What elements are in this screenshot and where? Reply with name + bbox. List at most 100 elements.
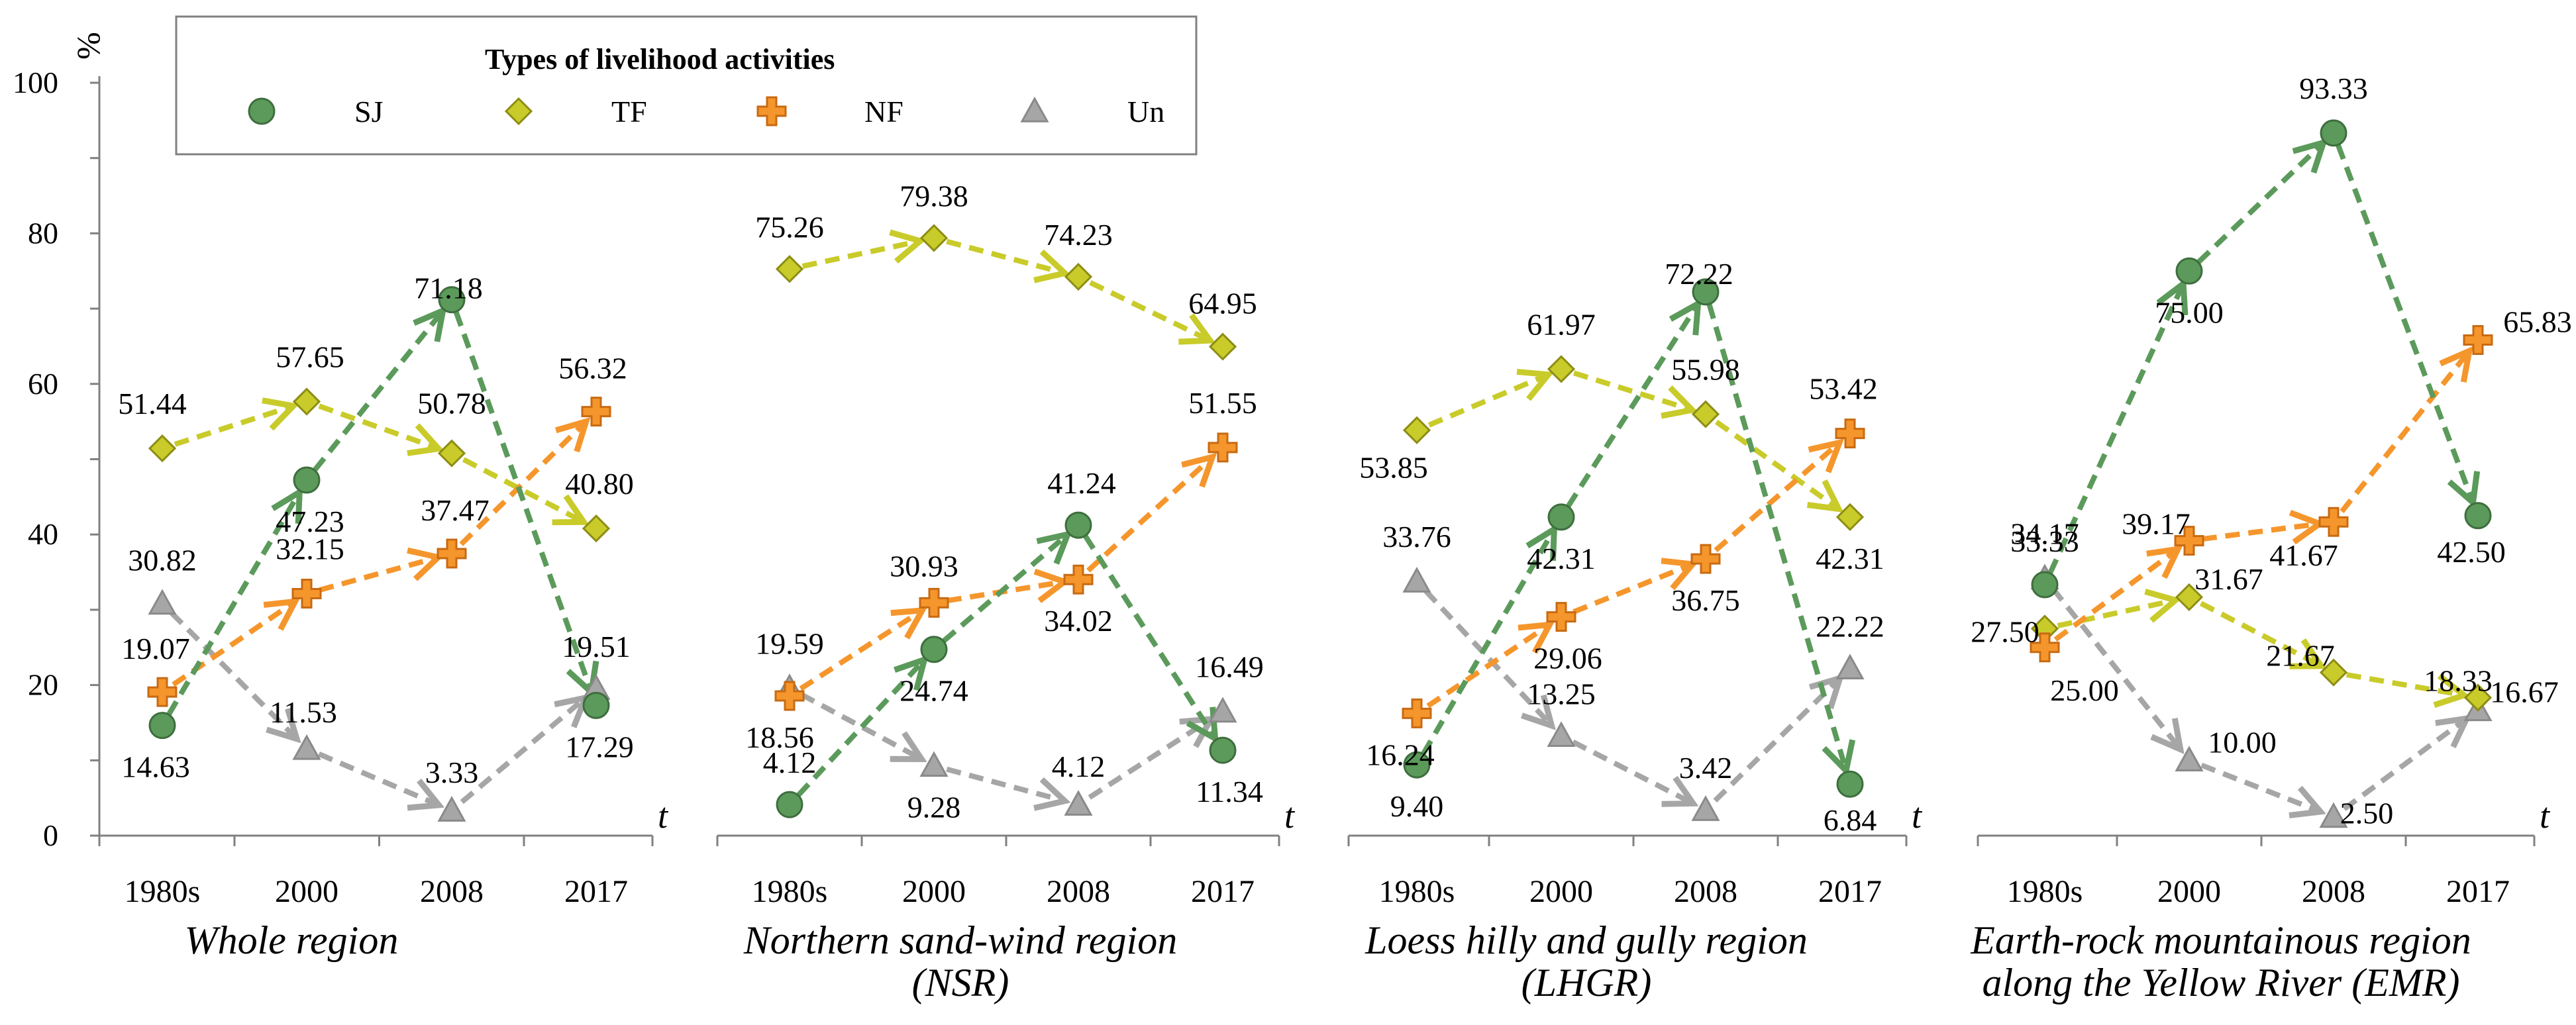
un-value-label: 11.53 xyxy=(270,695,337,729)
un-value-label: 22.22 xyxy=(1816,609,1884,643)
sj-point xyxy=(1836,770,1864,798)
un-value-label: 30.82 xyxy=(128,544,197,577)
nf-value-label: 19.07 xyxy=(121,632,190,665)
x-tick-label: 1980s xyxy=(752,874,828,909)
x-tick-label: 2017 xyxy=(1818,874,1882,909)
un-point xyxy=(2319,802,2348,828)
tf-value-label: 18.33 xyxy=(2424,664,2493,698)
panel-3-axes: 1980s 2000 2008 2017 t Loess hilly and gully … xyxy=(1347,796,1923,1004)
sj-segment xyxy=(796,661,923,797)
sj-value-label: 47.23 xyxy=(276,505,344,538)
sj-value-label: 93.33 xyxy=(2299,72,2368,105)
panel-title: (LHGR) xyxy=(1521,961,1652,1004)
sj-point xyxy=(920,636,948,663)
sj-segment xyxy=(2196,144,2322,264)
nf-value-label: 36.75 xyxy=(1671,583,1740,617)
panel-title: Northern sand-wind region xyxy=(743,918,1177,962)
nf-segment xyxy=(1086,458,1211,573)
sj-value-label: 72.22 xyxy=(1665,257,1733,291)
x-tick-label: 2000 xyxy=(2157,874,2221,909)
tf-value-label: 64.95 xyxy=(1188,287,1257,320)
sj-point xyxy=(1692,278,1720,306)
nf-value-label: 41.67 xyxy=(2269,538,2338,572)
sj-value-label: 4.12 xyxy=(763,746,817,779)
un-segment xyxy=(1713,679,1839,803)
nf-value-label: 37.47 xyxy=(421,493,489,527)
sj-value-label: 14.63 xyxy=(121,750,190,784)
nf-segment xyxy=(799,611,921,691)
tf-value-label: 27.50 xyxy=(1971,614,2039,648)
sj-value-label: 24.74 xyxy=(900,674,968,708)
un-value-label: 10.00 xyxy=(2208,725,2277,759)
sj-value-label: 17.29 xyxy=(565,730,634,763)
un-value-label: 13.25 xyxy=(1527,677,1596,710)
un-point xyxy=(1547,721,1576,748)
x-tick-label: 2008 xyxy=(2302,874,2365,909)
nf-point xyxy=(919,587,949,618)
nf-point xyxy=(1835,418,1865,449)
un-point xyxy=(148,589,177,615)
sj-point xyxy=(2320,119,2347,147)
legend-tf-label: TF xyxy=(611,95,647,128)
panel-title: Loess hilly and gully region xyxy=(1365,918,1808,962)
nf-value-label: 34.02 xyxy=(1044,604,1113,638)
y-tick-label: 20 xyxy=(28,668,58,702)
nf-segment xyxy=(2202,524,2318,539)
x-tick-label: 2000 xyxy=(902,874,966,909)
sj-value-label: 71.18 xyxy=(414,271,483,305)
legend-sj-label: SJ xyxy=(354,95,383,128)
sj-point xyxy=(2175,257,2203,285)
legend-tf-marker xyxy=(504,97,533,126)
tf-value-label: 57.65 xyxy=(276,340,344,374)
tf-value-label: 74.23 xyxy=(1044,218,1113,252)
x-tick-label: 1980s xyxy=(125,874,201,909)
tf-point xyxy=(1691,400,1720,428)
sj-point xyxy=(776,791,803,818)
tf-point xyxy=(1835,503,1865,532)
tf-value-label: 31.67 xyxy=(2194,562,2263,596)
x-tick-label: 2000 xyxy=(275,874,338,909)
un-point xyxy=(292,734,321,760)
un-value-label: 16.49 xyxy=(1195,650,1264,684)
un-segment xyxy=(1423,589,1551,724)
x-tick-label: 2008 xyxy=(1674,874,1737,909)
un-point xyxy=(1835,654,1865,680)
nf-point xyxy=(291,578,322,609)
nf-value-label: 18.56 xyxy=(745,720,814,754)
nf-point xyxy=(1690,544,1721,574)
nf-point xyxy=(1063,564,1094,595)
nf-point xyxy=(774,681,805,711)
sj-value-label: 9.40 xyxy=(1390,789,1444,823)
x-tick-label: 2017 xyxy=(2446,874,2510,909)
nf-point xyxy=(2318,507,2349,537)
axes-layer: 0 20 40 60 80 100% 1980s 2000 2008 2017 t Whole reg… xyxy=(13,32,2551,1004)
tf-point xyxy=(1208,332,1237,361)
legend-un-marker xyxy=(1020,96,1049,122)
sj-value-label: 33.33 xyxy=(2010,524,2079,558)
series-markers-layer xyxy=(147,119,2493,828)
nf-value-label: 16.24 xyxy=(1366,738,1435,771)
tf-value-label: 40.80 xyxy=(565,467,634,501)
tf-point xyxy=(1547,355,1576,383)
tf-segment xyxy=(1572,370,1690,409)
nf-value-label: 65.83 xyxy=(2503,305,2572,339)
sj-point xyxy=(148,712,176,740)
un-segment xyxy=(1571,739,1692,803)
sj-point xyxy=(582,691,610,719)
nf-point xyxy=(1546,602,1576,632)
un-value-label: 19.51 xyxy=(562,630,631,663)
nf-value-label: 32.15 xyxy=(276,532,344,565)
y-tick-label: 40 xyxy=(28,517,58,551)
nf-point xyxy=(2030,632,2060,663)
nf-point xyxy=(147,677,178,707)
x-axis-symbol: t xyxy=(1284,796,1296,836)
nf-value-label: 53.42 xyxy=(1809,372,1878,406)
tf-point xyxy=(919,224,949,252)
tf-point xyxy=(2463,683,2493,712)
tf-segment xyxy=(1427,375,1546,428)
tf-segment xyxy=(1714,419,1837,508)
un-segment xyxy=(946,766,1063,801)
panel-title: along the Yellow River (EMR) xyxy=(1983,961,2460,1004)
sj-point xyxy=(1064,511,1092,539)
tf-value-label: 51.44 xyxy=(118,387,187,420)
